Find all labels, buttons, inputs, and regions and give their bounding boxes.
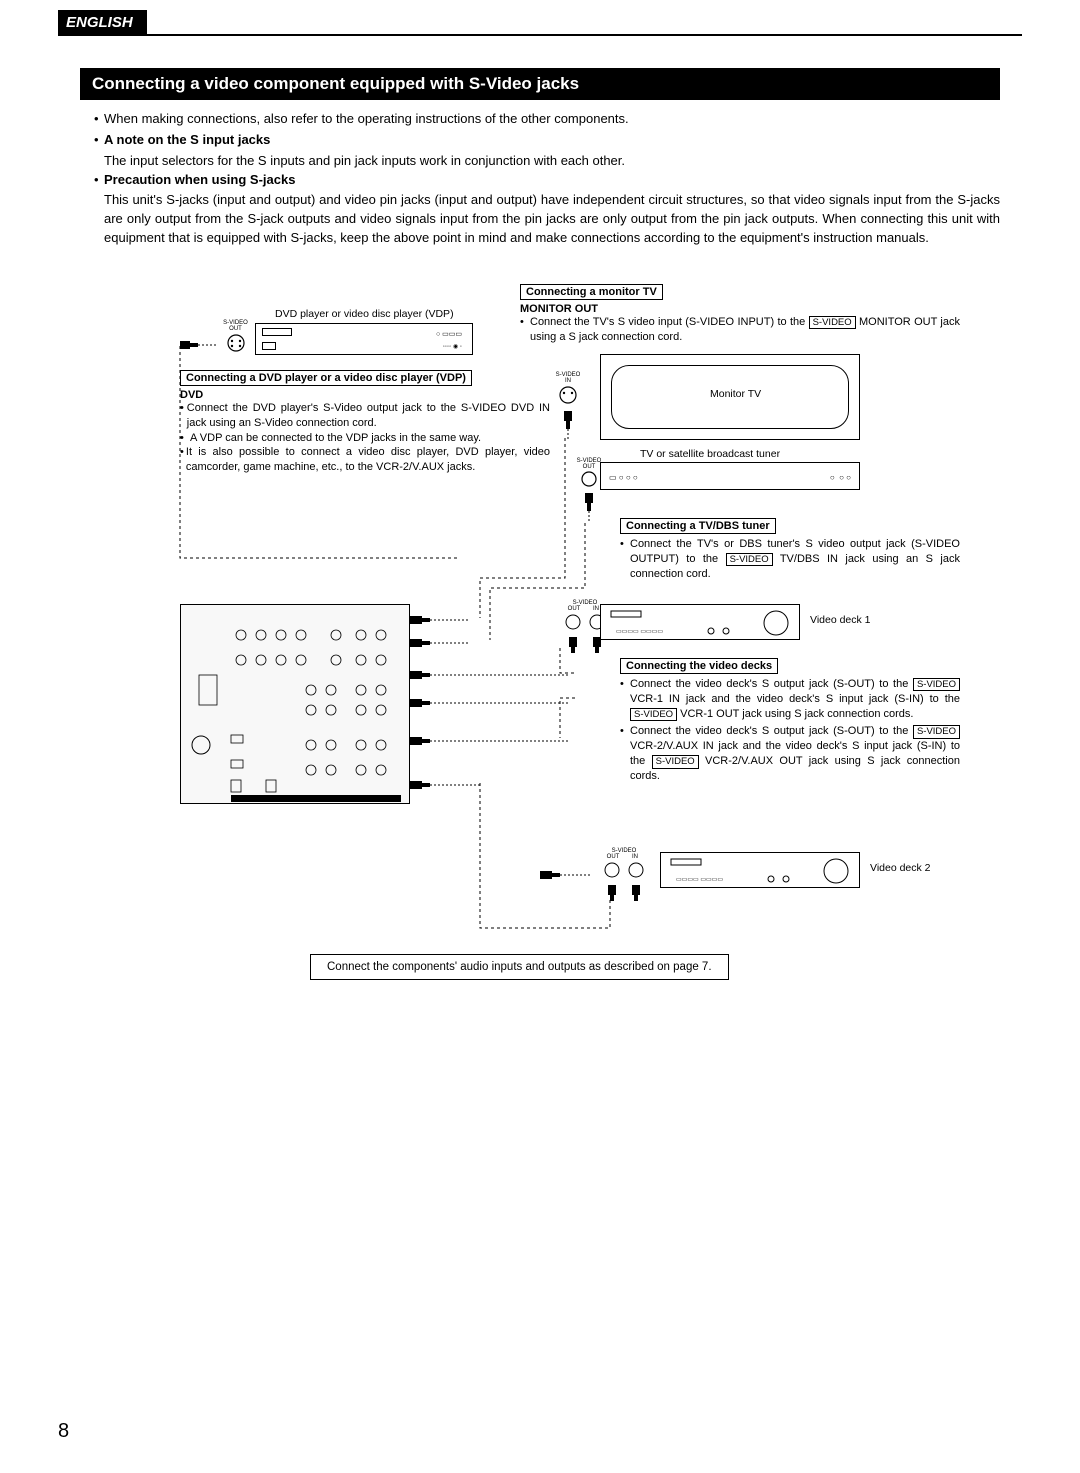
page-content: Connecting a video component equipped wi… — [80, 68, 1000, 998]
language-tab: ENGLISH — [58, 10, 147, 35]
deck2-svideo: S-VIDEO OUT IN — [594, 848, 654, 914]
top-rule — [58, 34, 1022, 36]
intro-line1: When making connections, also refer to t… — [104, 110, 629, 129]
intro-text: •When making connections, also refer to … — [80, 110, 1000, 248]
video-deck-2-device: ▭▭▭▭ ▭▭▭▭ — [660, 852, 860, 888]
intro-note-body: The input selectors for the S inputs and… — [94, 152, 1000, 171]
decks-b2: Connect the video deck's S output jack (… — [630, 724, 960, 783]
footer-note: Connect the components' audio inputs and… — [310, 954, 729, 980]
intro-precaution-body: This unit's S-jacks (input and output) a… — [94, 191, 1000, 248]
decks-heading: Connecting the video decks — [620, 658, 778, 674]
decks-section: Connecting the video decks • Connect the… — [620, 656, 960, 784]
svg-text:▭▭▭▭ ▭▭▭▭: ▭▭▭▭ ▭▭▭▭ — [676, 877, 723, 883]
page-number: 8 — [58, 1420, 69, 1443]
intro-precaution-heading: Precaution when using S-jacks — [104, 171, 295, 190]
video-deck-1-label: Video deck 1 — [810, 614, 871, 626]
intro-note-heading: A note on the S input jacks — [104, 131, 270, 150]
svg-text:▭▭▭▭ ▭▭▭▭: ▭▭▭▭ ▭▭▭▭ — [616, 629, 663, 635]
diagram-area: DVD player or video disc player (VDP) ○ … — [80, 278, 1000, 998]
video-deck-1-device: ▭▭▭▭ ▭▭▭▭ — [600, 604, 800, 640]
section-title: Connecting a video component equipped wi… — [80, 68, 1000, 100]
video-deck-2-label: Video deck 2 — [870, 862, 931, 874]
cable-plug-icon — [540, 868, 590, 886]
connection-lines — [80, 278, 980, 998]
decks-b1: Connect the video deck's S output jack (… — [630, 677, 960, 722]
